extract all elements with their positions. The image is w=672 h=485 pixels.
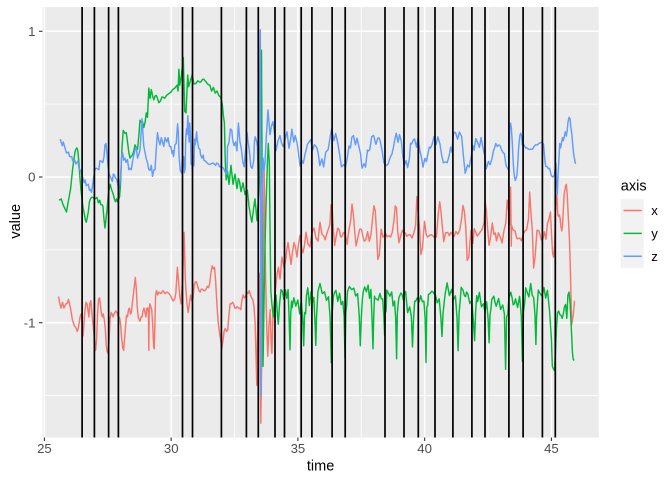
svg-text:30: 30 [164, 441, 179, 456]
svg-text:25: 25 [37, 441, 52, 456]
svg-text:0: 0 [28, 170, 35, 185]
svg-text:value: value [8, 204, 24, 239]
svg-text:time: time [307, 458, 334, 474]
svg-text:35: 35 [291, 441, 306, 456]
svg-text:40: 40 [417, 441, 432, 456]
svg-text:1: 1 [28, 24, 35, 39]
svg-text:x: x [651, 203, 658, 218]
svg-text:axis: axis [621, 179, 647, 195]
svg-text:-1: -1 [24, 315, 36, 330]
svg-text:z: z [651, 249, 658, 264]
svg-text:45: 45 [544, 441, 559, 456]
svg-text:y: y [651, 226, 658, 241]
